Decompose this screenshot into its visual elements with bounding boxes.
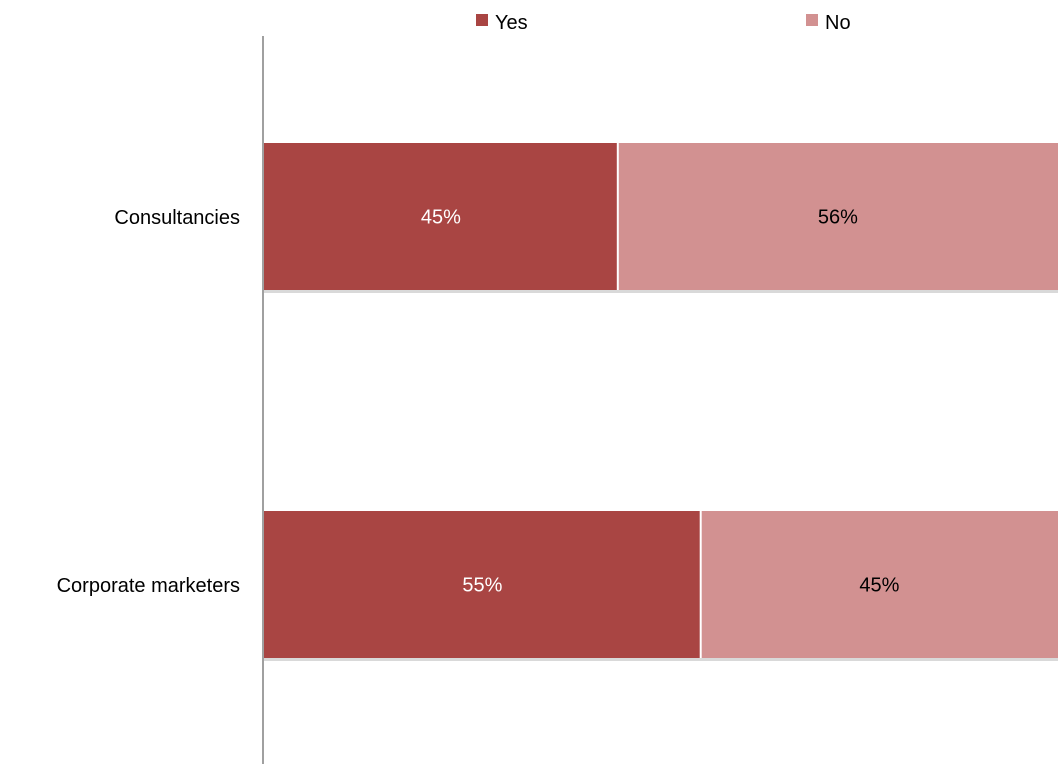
legend-label-yes: Yes [495, 12, 528, 34]
legend-swatch-yes [476, 14, 488, 26]
bars: 45% 56% 55% 45% [264, 143, 1058, 661]
data-label-yes-consultancies: 45% [421, 207, 461, 229]
bar-shadow-corporate-marketers [264, 658, 1058, 661]
bar-no-corporate-marketers [700, 511, 1058, 658]
bar-yes-corporate-marketers [264, 511, 701, 658]
bar-shadow-consultancies [264, 290, 1058, 293]
data-label-no-corporate-marketers: 45% [859, 575, 899, 597]
bar-no-consultancies [617, 143, 1058, 290]
legend-swatch-no [806, 14, 818, 26]
data-label-yes-corporate-marketers: 55% [462, 575, 502, 597]
category-label-consultancies: Consultancies [114, 207, 240, 229]
data-label-no-consultancies: 56% [818, 207, 858, 229]
legend: Yes No [476, 12, 851, 34]
bar-yes-consultancies [264, 143, 618, 290]
legend-label-no: No [825, 12, 851, 34]
category-label-corporate-marketers: Corporate marketers [57, 575, 240, 597]
